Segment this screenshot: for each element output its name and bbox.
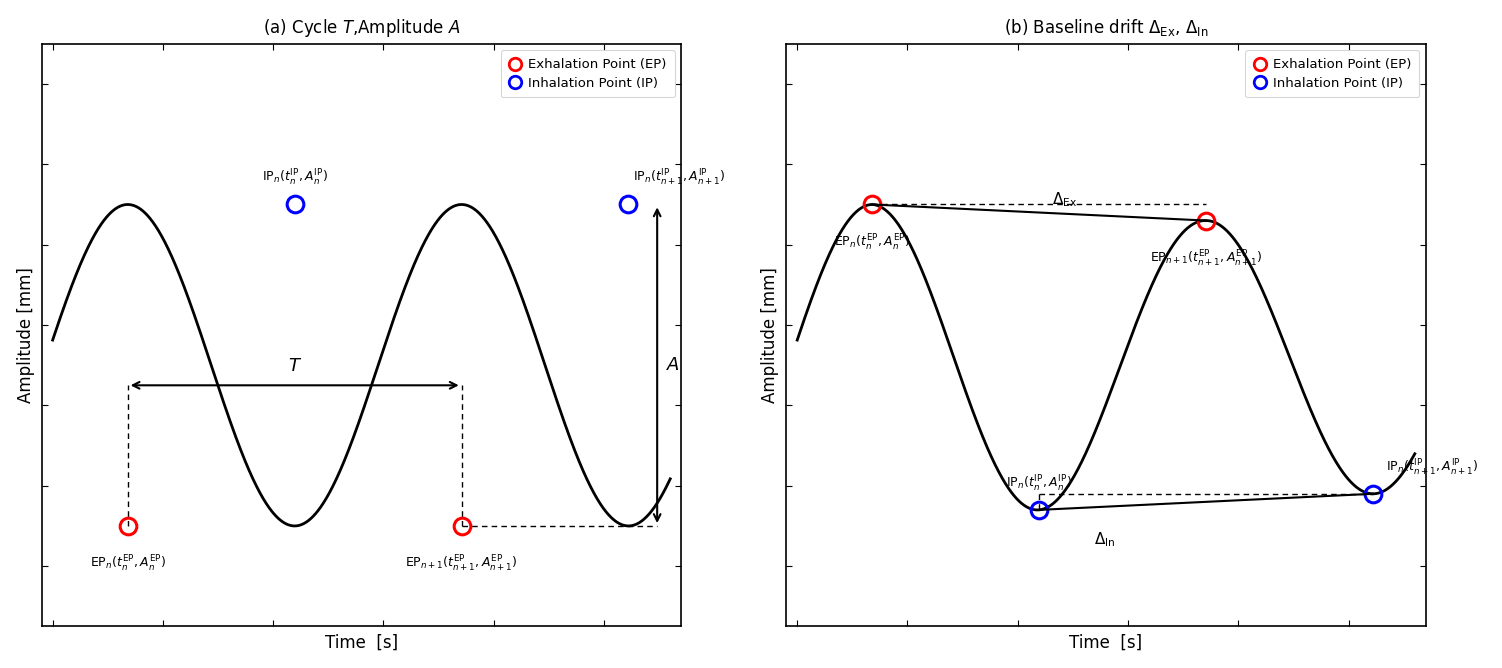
Text: $\mathrm{IP}_n(t_n^{\mathrm{IP}},A_n^{\mathrm{IP}})$: $\mathrm{IP}_n(t_n^{\mathrm{IP}},A_n^{\m… xyxy=(1006,474,1072,494)
Text: $\mathrm{IP}_n(t_{n+1}^{\mathrm{IP}},A_{n+1}^{\mathrm{IP}})$: $\mathrm{IP}_n(t_{n+1}^{\mathrm{IP}},A_{… xyxy=(632,168,725,188)
Text: $\mathrm{EP}_{n+1}(t_{n+1}^{\mathrm{EP}},A_{n+1}^{\mathrm{EP}})$: $\mathrm{EP}_{n+1}(t_{n+1}^{\mathrm{EP}}… xyxy=(406,554,518,574)
Title: (b) Baseline drift $\Delta_{\mathrm{Ex}}$, $\Delta_{\mathrm{In}}$: (b) Baseline drift $\Delta_{\mathrm{Ex}}… xyxy=(1003,17,1208,37)
Text: $\mathrm{EP}_n(t_n^{\mathrm{EP}},A_n^{\mathrm{EP}})$: $\mathrm{EP}_n(t_n^{\mathrm{EP}},A_n^{\m… xyxy=(834,232,910,253)
X-axis label: Time  [s]: Time [s] xyxy=(324,633,398,651)
Y-axis label: Amplitude [mm]: Amplitude [mm] xyxy=(17,267,35,403)
Text: $A$: $A$ xyxy=(665,356,680,374)
Text: $\Delta_{\mathrm{In}}$: $\Delta_{\mathrm{In}}$ xyxy=(1095,530,1116,548)
Text: $\Delta_{\mathrm{Ex}}$: $\Delta_{\mathrm{Ex}}$ xyxy=(1053,190,1078,208)
Y-axis label: Amplitude [mm]: Amplitude [mm] xyxy=(762,267,780,403)
Text: $\mathrm{IP}_n(t_n^{\mathrm{IP}},A_n^{\mathrm{IP}})$: $\mathrm{IP}_n(t_n^{\mathrm{IP}},A_n^{\m… xyxy=(261,168,327,188)
Text: $T$: $T$ xyxy=(287,357,302,375)
Title: (a) Cycle $T$,Amplitude $A$: (a) Cycle $T$,Amplitude $A$ xyxy=(263,17,460,39)
Legend: Exhalation Point (EP), Inhalation Point (IP): Exhalation Point (EP), Inhalation Point … xyxy=(1245,50,1419,98)
Legend: Exhalation Point (EP), Inhalation Point (IP): Exhalation Point (EP), Inhalation Point … xyxy=(500,50,674,98)
X-axis label: Time  [s]: Time [s] xyxy=(1069,633,1143,651)
Text: $\mathrm{EP}_n(t_n^{\mathrm{EP}},A_n^{\mathrm{EP}})$: $\mathrm{EP}_n(t_n^{\mathrm{EP}},A_n^{\m… xyxy=(90,554,165,574)
Text: $\mathrm{IP}_n(t_{n+1}^{\mathrm{IP}},A_{n+1}^{\mathrm{IP}})$: $\mathrm{IP}_n(t_{n+1}^{\mathrm{IP}},A_{… xyxy=(1386,458,1478,478)
Text: $\mathrm{EP}_{n+1}(t_{n+1}^{\mathrm{EP}},A_{n+1}^{\mathrm{EP}})$: $\mathrm{EP}_{n+1}(t_{n+1}^{\mathrm{EP}}… xyxy=(1151,248,1263,269)
